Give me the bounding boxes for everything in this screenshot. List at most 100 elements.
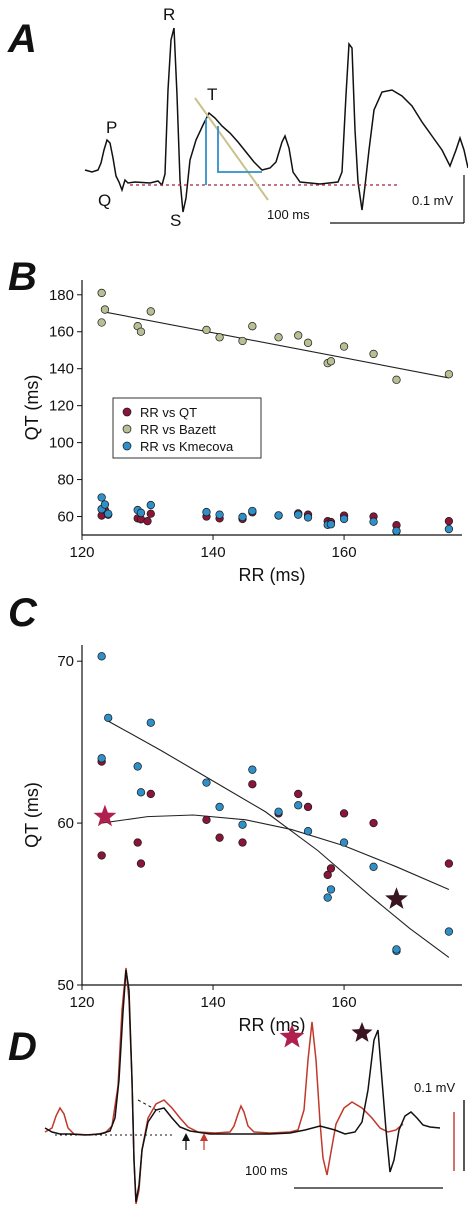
data-point [303, 827, 313, 836]
data-point [274, 511, 283, 520]
data-point [248, 780, 257, 789]
legend-label: RR vs QT [140, 405, 197, 420]
data-point [369, 517, 378, 526]
data-point [392, 375, 401, 384]
data-point [215, 333, 224, 342]
data-point [339, 809, 349, 818]
data-point [339, 838, 349, 847]
x-tick-label: 160 [332, 544, 357, 561]
data-point [238, 336, 247, 346]
data-point [369, 349, 378, 359]
legend-marker [122, 424, 132, 434]
x-tick-label: 120 [69, 544, 94, 561]
y-tick-label: 80 [57, 472, 74, 489]
y-tick-label: 60 [57, 815, 74, 832]
data-point [238, 820, 247, 829]
legend-marker [122, 441, 132, 451]
fit-line [101, 310, 450, 379]
data-point [100, 500, 110, 509]
scale-label-time-a: 100 ms [267, 207, 310, 222]
data-point [202, 778, 211, 787]
data-point [326, 864, 336, 873]
data-point [146, 307, 155, 316]
data-point [303, 338, 313, 347]
panel-label-b: B [8, 255, 37, 299]
data-point [303, 802, 313, 812]
y-tick-label: 70 [57, 653, 74, 670]
data-point [238, 512, 247, 522]
label-p: P [106, 118, 117, 137]
data-point [248, 322, 257, 331]
data-point [133, 838, 142, 847]
data-point [294, 510, 303, 519]
star-marker-black [351, 1022, 373, 1042]
arrow-black-d [182, 1133, 190, 1150]
data-point [215, 802, 224, 812]
data-point [146, 500, 155, 510]
star-marker [385, 887, 408, 909]
y-tick-label: 140 [49, 361, 74, 378]
data-point [238, 838, 247, 847]
data-point [143, 516, 152, 526]
data-point [369, 862, 378, 871]
panel-label-c: C [8, 591, 38, 635]
data-point [97, 493, 106, 502]
fit-line [107, 720, 450, 958]
data-point [133, 762, 142, 771]
data-point [248, 506, 257, 516]
y-tick-label: 120 [49, 398, 74, 415]
x-tick-label: 140 [201, 544, 226, 561]
arrow-red-d [200, 1133, 208, 1150]
data-point [97, 318, 106, 327]
scale-label-voltage-d: 0.1 mV [414, 1080, 456, 1095]
data-point [97, 754, 106, 763]
data-point [136, 508, 146, 517]
data-point [146, 789, 155, 799]
data-point [444, 516, 454, 526]
legend-label: RR vs Bazett [140, 422, 216, 437]
data-point [97, 652, 106, 661]
ecg-trace-a [84, 27, 468, 213]
y-tick-label: 180 [49, 287, 74, 304]
data-point [248, 765, 257, 774]
scale-label-voltage-a: 0.1 mV [412, 193, 454, 208]
data-point [339, 514, 349, 524]
data-point [294, 801, 303, 810]
data-point [326, 885, 336, 894]
data-point [326, 520, 336, 529]
star-marker [93, 804, 117, 827]
data-point [323, 870, 332, 880]
data-point [339, 342, 349, 351]
y-tick-label: 60 [57, 509, 74, 526]
y-axis-title: QT (ms) [22, 782, 42, 848]
data-point [323, 893, 332, 902]
y-tick-label: 100 [49, 435, 74, 452]
data-point [444, 524, 454, 534]
y-tick-label: 160 [49, 324, 74, 341]
data-point [202, 815, 211, 825]
data-point [146, 718, 155, 727]
scatter-chart-c: 120 140 160 50 60 70 RR (ms) QT (ms) [22, 645, 462, 1035]
data-point [444, 927, 454, 936]
data-point [392, 945, 401, 954]
y-axis-title: QT (ms) [22, 375, 42, 441]
legend-label: RR vs Kmecova [140, 439, 234, 454]
tangent-line-a [194, 97, 269, 201]
data-point [215, 510, 224, 519]
data-point [274, 333, 283, 342]
data-point [202, 507, 211, 517]
data-point [202, 325, 211, 335]
legend-marker [122, 407, 132, 417]
data-point [136, 859, 146, 868]
panel-label-d: D [8, 1025, 37, 1069]
data-point [303, 513, 313, 522]
ecg-trace-black [44, 969, 441, 1203]
x-tick-label: 160 [332, 994, 357, 1011]
data-point [136, 788, 146, 797]
x-tick-label: 120 [69, 994, 94, 1011]
marker-stars-d [279, 1022, 373, 1048]
data-point [215, 833, 224, 842]
scale-label-time-d: 100 ms [245, 1163, 288, 1178]
legend: RR vs QT RR vs Bazett RR vs Kmecova [112, 397, 262, 459]
